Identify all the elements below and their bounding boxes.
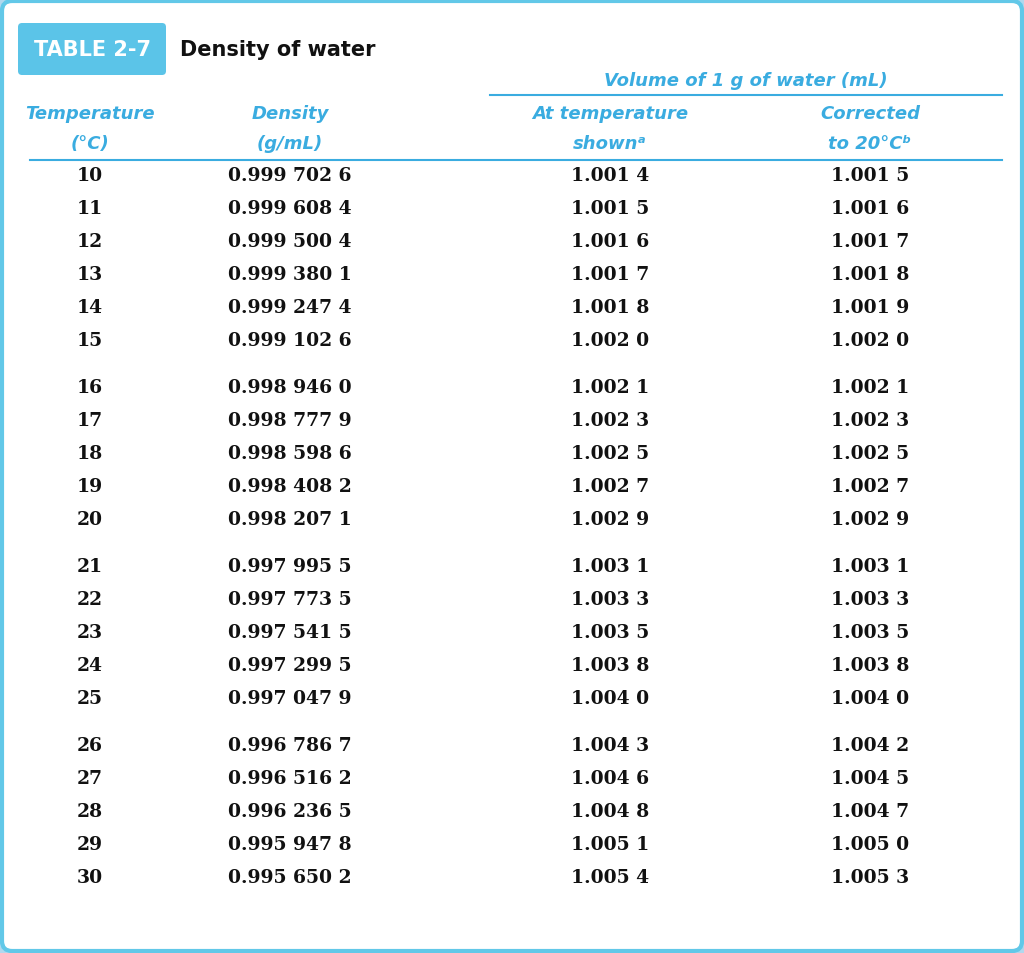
Text: Temperature: Temperature [26, 105, 155, 123]
Text: 10: 10 [77, 167, 103, 185]
Text: 1.003 1: 1.003 1 [570, 558, 649, 576]
Text: 0.999 380 1: 0.999 380 1 [228, 266, 352, 284]
Text: 29: 29 [77, 835, 103, 853]
Text: 1.002 9: 1.002 9 [571, 511, 649, 529]
Text: 1.002 0: 1.002 0 [571, 332, 649, 350]
Text: 0.998 408 2: 0.998 408 2 [228, 477, 352, 496]
Text: 1.001 8: 1.001 8 [570, 298, 649, 316]
Text: 1.004 0: 1.004 0 [830, 689, 909, 707]
Text: Volume of 1 g of water (mL): Volume of 1 g of water (mL) [604, 71, 888, 90]
Text: 1.002 3: 1.002 3 [830, 412, 909, 430]
Text: 1.002 5: 1.002 5 [571, 444, 649, 462]
Text: 23: 23 [77, 623, 103, 641]
Text: 1.001 7: 1.001 7 [570, 266, 649, 284]
Text: 0.999 608 4: 0.999 608 4 [228, 200, 352, 218]
Text: 19: 19 [77, 477, 103, 496]
Text: 0.998 207 1: 0.998 207 1 [228, 511, 352, 529]
Text: 0.995 650 2: 0.995 650 2 [228, 868, 352, 886]
Text: 18: 18 [77, 444, 103, 462]
Text: 1.004 7: 1.004 7 [830, 802, 909, 821]
Text: 21: 21 [77, 558, 103, 576]
Text: 0.996 236 5: 0.996 236 5 [228, 802, 352, 821]
Text: 0.997 047 9: 0.997 047 9 [228, 689, 352, 707]
Text: 1.004 6: 1.004 6 [571, 769, 649, 787]
Text: 1.001 8: 1.001 8 [830, 266, 909, 284]
Text: 20: 20 [77, 511, 103, 529]
Text: 14: 14 [77, 298, 103, 316]
Text: 16: 16 [77, 378, 103, 396]
Text: 0.998 777 9: 0.998 777 9 [228, 412, 352, 430]
Text: 27: 27 [77, 769, 103, 787]
Text: 1.001 5: 1.001 5 [570, 200, 649, 218]
Text: 1.004 0: 1.004 0 [571, 689, 649, 707]
Text: 0.999 102 6: 0.999 102 6 [228, 332, 352, 350]
Text: 1.005 4: 1.005 4 [571, 868, 649, 886]
Text: (°C): (°C) [71, 135, 110, 152]
Text: 0.998 598 6: 0.998 598 6 [228, 444, 352, 462]
Text: At temperature: At temperature [531, 105, 688, 123]
Text: 0.999 500 4: 0.999 500 4 [228, 233, 352, 251]
Text: 0.998 946 0: 0.998 946 0 [228, 378, 352, 396]
Text: 1.003 1: 1.003 1 [830, 558, 909, 576]
Text: 1.001 4: 1.001 4 [570, 167, 649, 185]
Text: 1.002 9: 1.002 9 [830, 511, 909, 529]
Text: 26: 26 [77, 737, 103, 754]
Text: 1.003 3: 1.003 3 [570, 590, 649, 608]
Text: 1.005 3: 1.005 3 [830, 868, 909, 886]
Text: (g/mL): (g/mL) [257, 135, 324, 152]
Text: 1.002 7: 1.002 7 [571, 477, 649, 496]
Text: 25: 25 [77, 689, 103, 707]
Text: 0.997 773 5: 0.997 773 5 [228, 590, 352, 608]
Text: 1.004 3: 1.004 3 [570, 737, 649, 754]
Text: 0.997 299 5: 0.997 299 5 [228, 657, 352, 675]
Text: 1.002 1: 1.002 1 [830, 378, 909, 396]
Text: Density of water: Density of water [180, 40, 376, 60]
Text: 1.002 3: 1.002 3 [570, 412, 649, 430]
Text: 1.005 1: 1.005 1 [570, 835, 649, 853]
Text: 30: 30 [77, 868, 103, 886]
Text: 1.002 1: 1.002 1 [570, 378, 649, 396]
Text: 0.997 995 5: 0.997 995 5 [228, 558, 352, 576]
Text: 1.004 8: 1.004 8 [570, 802, 649, 821]
Text: 11: 11 [77, 200, 103, 218]
Text: 1.002 7: 1.002 7 [830, 477, 909, 496]
Text: 1.003 8: 1.003 8 [830, 657, 909, 675]
Text: 1.001 9: 1.001 9 [830, 298, 909, 316]
Text: to 20°Cᵇ: to 20°Cᵇ [828, 135, 911, 152]
Text: 0.999 247 4: 0.999 247 4 [228, 298, 352, 316]
Text: 1.004 2: 1.004 2 [830, 737, 909, 754]
Text: Corrected: Corrected [820, 105, 920, 123]
Text: 0.999 702 6: 0.999 702 6 [228, 167, 352, 185]
Text: 1.002 5: 1.002 5 [830, 444, 909, 462]
Text: 17: 17 [77, 412, 103, 430]
Text: 22: 22 [77, 590, 103, 608]
FancyBboxPatch shape [18, 24, 166, 76]
Text: 1.003 5: 1.003 5 [830, 623, 909, 641]
Text: 1.001 6: 1.001 6 [570, 233, 649, 251]
Text: 1.005 0: 1.005 0 [830, 835, 909, 853]
Text: 24: 24 [77, 657, 103, 675]
Text: 1.001 5: 1.001 5 [830, 167, 909, 185]
Text: Density: Density [251, 105, 329, 123]
Text: 28: 28 [77, 802, 103, 821]
Text: 1.001 7: 1.001 7 [830, 233, 909, 251]
Text: shownᵃ: shownᵃ [573, 135, 647, 152]
Text: 0.996 516 2: 0.996 516 2 [228, 769, 352, 787]
Text: 15: 15 [77, 332, 103, 350]
Text: 1.001 6: 1.001 6 [830, 200, 909, 218]
Text: 1.003 3: 1.003 3 [830, 590, 909, 608]
Text: 0.995 947 8: 0.995 947 8 [228, 835, 352, 853]
Text: TABLE 2-7: TABLE 2-7 [34, 40, 151, 60]
Text: 1.004 5: 1.004 5 [830, 769, 909, 787]
Text: 0.997 541 5: 0.997 541 5 [228, 623, 352, 641]
Text: 1.003 5: 1.003 5 [570, 623, 649, 641]
Text: 12: 12 [77, 233, 103, 251]
Text: 1.003 8: 1.003 8 [570, 657, 649, 675]
Text: 1.002 0: 1.002 0 [830, 332, 909, 350]
Text: 0.996 786 7: 0.996 786 7 [228, 737, 352, 754]
Text: 13: 13 [77, 266, 103, 284]
